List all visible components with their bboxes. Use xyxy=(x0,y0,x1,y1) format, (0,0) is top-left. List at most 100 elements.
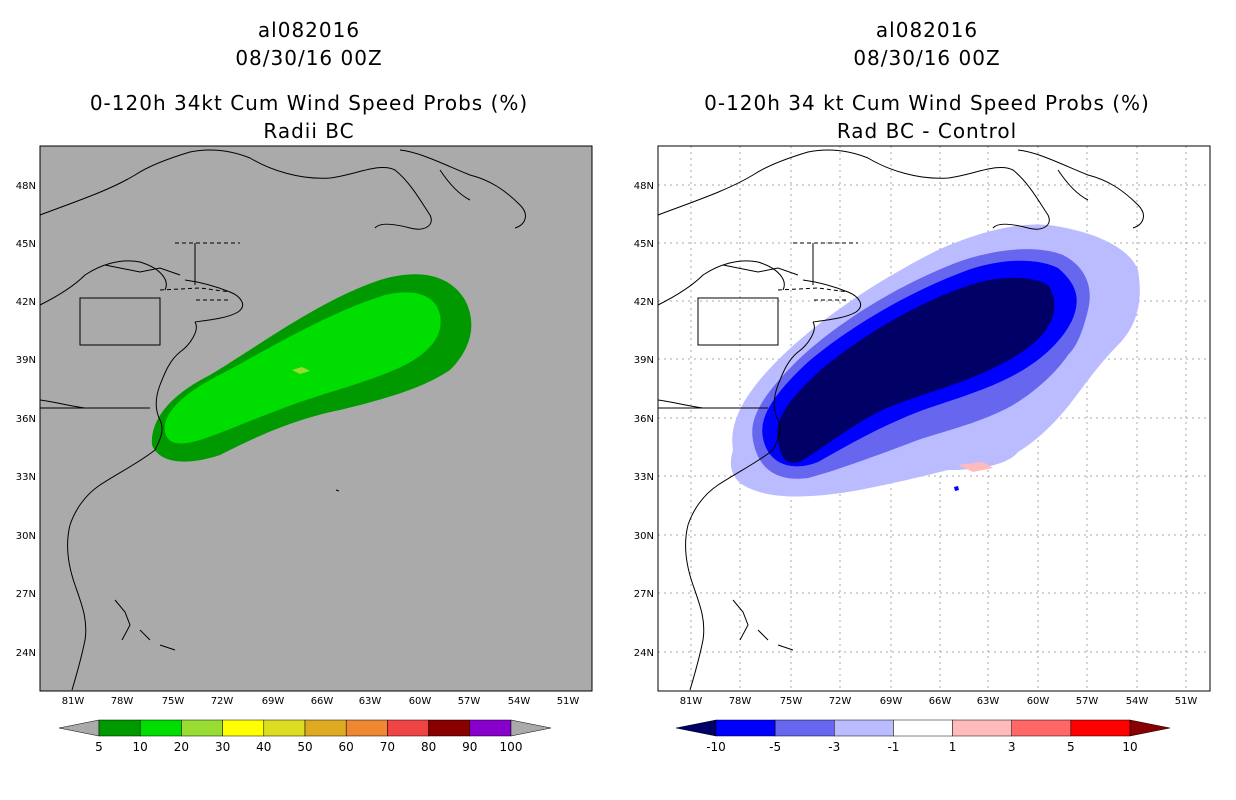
diff-swath-island xyxy=(958,462,993,472)
lon-label: 78W xyxy=(111,696,134,707)
lon-label: 69W xyxy=(262,696,285,707)
datetime: 08/30/16 00Z xyxy=(853,46,1001,70)
colorbar-segment xyxy=(893,719,953,737)
colorbar-segment xyxy=(98,719,141,737)
lat-label: 39N xyxy=(16,355,36,366)
lat-label: 27N xyxy=(16,589,36,600)
colorbar-left-arrow xyxy=(58,719,100,737)
colorbar: -10 -5 -3 -1 1 3 5 10 xyxy=(675,719,1171,754)
colorbar-segment xyxy=(387,719,429,737)
lon-labels: 81W 78W 75W 72W 69W 66W 63W 60W 57W 54W … xyxy=(62,696,580,707)
colorbar-segment xyxy=(715,719,776,737)
lon-label: 63W xyxy=(359,696,382,707)
lat-label: 33N xyxy=(16,472,36,483)
lat-label: 33N xyxy=(634,472,654,483)
lat-labels: 48N 45N 42N 39N 36N 33N 30N 27N 24N xyxy=(16,181,36,659)
lat-label: 42N xyxy=(16,297,36,308)
colorbar-segment xyxy=(834,719,894,737)
lon-label: 66W xyxy=(929,696,952,707)
colorbar-label: 5 xyxy=(1067,740,1075,754)
colorbar-segment xyxy=(952,719,1012,737)
lon-label: 60W xyxy=(1027,696,1050,707)
lon-label: 75W xyxy=(780,696,803,707)
diff-swath-minus10 xyxy=(777,277,1055,463)
lon-label: 78W xyxy=(729,696,752,707)
lon-label: 72W xyxy=(829,696,852,707)
lon-label: 72W xyxy=(211,696,234,707)
lon-label: 51W xyxy=(557,696,580,707)
colorbar-segment xyxy=(263,719,306,737)
lat-label: 42N xyxy=(634,297,654,308)
colorbar-right-arrow xyxy=(510,719,552,737)
colorbar-label: 80 xyxy=(421,740,436,754)
colorbar-segment xyxy=(1070,719,1131,737)
colorbar-label: 3 xyxy=(1008,740,1016,754)
lon-label: 54W xyxy=(1126,696,1149,707)
colorbar-segment xyxy=(139,719,182,737)
lon-labels: 81W 78W 75W 72W 69W 66W 63W 60W 57W 54W … xyxy=(680,696,1198,707)
lon-label: 75W xyxy=(162,696,185,707)
lat-label: 30N xyxy=(16,531,36,542)
colorbar-label: -5 xyxy=(769,740,781,754)
colorbar-segment xyxy=(1011,719,1072,737)
lon-label: 63W xyxy=(977,696,1000,707)
map-frame xyxy=(657,145,1211,692)
lon-label: 54W xyxy=(508,696,531,707)
lat-label: 24N xyxy=(16,648,36,659)
lon-label: 69W xyxy=(880,696,903,707)
lat-label: 45N xyxy=(16,239,36,250)
plot-subtitle: Radii BC xyxy=(263,119,355,143)
lon-label: 66W xyxy=(311,696,334,707)
state-borders xyxy=(658,242,858,409)
colorbar-segment xyxy=(304,719,347,737)
storm-id: al082016 xyxy=(875,18,979,42)
plot-title: 0-120h 34 kt Cum Wind Speed Probs (%) xyxy=(704,91,1150,115)
right-panel: al082016 08/30/16 00Z 0-120h 34 kt Cum W… xyxy=(618,0,1236,800)
colorbar-segment xyxy=(222,719,265,737)
colorbar-segment xyxy=(469,719,512,737)
colorbar-label: 90 xyxy=(462,740,477,754)
datetime: 08/30/16 00Z xyxy=(235,46,383,70)
colorbar-segment xyxy=(774,719,835,737)
lon-label: 57W xyxy=(458,696,481,707)
lon-label: 60W xyxy=(409,696,432,707)
colorbar: 5 10 20 30 40 50 60 70 80 90 100 xyxy=(58,719,552,754)
storm-id: al082016 xyxy=(257,18,361,42)
islands xyxy=(732,599,794,651)
colorbar-label: 10 xyxy=(1122,740,1137,754)
colorbar-label: 5 xyxy=(95,740,103,754)
plot-subtitle: Rad BC - Control xyxy=(836,119,1018,143)
colorbar-label: 1 xyxy=(949,740,957,754)
islands xyxy=(114,489,340,651)
colorbar-label: 10 xyxy=(133,740,148,754)
colorbar-label: -10 xyxy=(706,740,726,754)
colorbar-segment xyxy=(345,719,388,737)
colorbar-label: 100 xyxy=(500,740,523,754)
colorbar-left-arrow xyxy=(675,719,717,737)
lon-label: 51W xyxy=(1175,696,1198,707)
colorbar-label: 30 xyxy=(215,740,230,754)
lat-label: 30N xyxy=(634,531,654,542)
lon-label: 57W xyxy=(1076,696,1099,707)
colorbar-label: 60 xyxy=(339,740,354,754)
plot-title: 0-120h 34kt Cum Wind Speed Probs (%) xyxy=(89,91,529,115)
map-frame xyxy=(39,145,593,692)
right-map-svg: 48N 45N 42N 39N 36N 33N 30N 27N 24N 81W … xyxy=(634,145,1211,754)
lat-label: 48N xyxy=(634,181,654,192)
lat-label: 48N xyxy=(16,181,36,192)
colorbar-label: 70 xyxy=(380,740,395,754)
left-map-svg: 48N 45N 42N 39N 36N 33N 30N 27N 24N 81W … xyxy=(16,145,593,754)
lat-label: 36N xyxy=(16,414,36,425)
lat-labels: 48N 45N 42N 39N 36N 33N 30N 27N 24N xyxy=(634,181,654,659)
colorbar-label: -1 xyxy=(887,740,899,754)
lat-label: 45N xyxy=(634,239,654,250)
coastlines xyxy=(39,149,526,691)
colorbar-segment xyxy=(428,719,471,737)
state-borders xyxy=(40,242,240,409)
left-panel: al082016 08/30/16 00Z 0-120h 34kt Cum Wi… xyxy=(16,18,593,754)
diff-swath-dot xyxy=(954,486,959,491)
lon-label: 81W xyxy=(62,696,85,707)
coastlines xyxy=(657,149,1144,691)
colorbar-label: 20 xyxy=(174,740,189,754)
lat-label: 36N xyxy=(634,414,654,425)
